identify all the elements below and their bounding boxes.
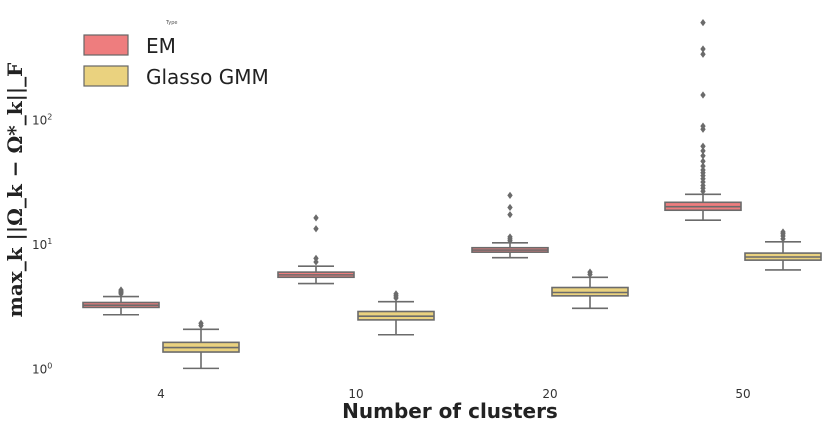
box-em-4	[82, 286, 160, 316]
box-em-50	[664, 19, 742, 222]
outlier-point	[700, 147, 706, 155]
outlier-point	[700, 142, 706, 150]
x-axis-label: Number of clusters	[342, 399, 558, 423]
y-tick-label-0: 100	[32, 361, 52, 376]
box-glasso-gmm-10	[357, 290, 435, 336]
outlier-point	[700, 91, 706, 99]
y-tick-label-1: 101	[32, 237, 52, 252]
outlier-point	[700, 162, 706, 170]
legend-label-em: EM	[146, 34, 176, 58]
outlier-point	[700, 45, 706, 53]
x-tick-label-4: 4	[157, 387, 165, 401]
outlier-point	[587, 268, 593, 276]
outlier-point	[507, 233, 513, 241]
plot-area	[82, 19, 822, 370]
x-tick-label-50: 50	[735, 387, 750, 401]
outlier-point	[780, 228, 786, 236]
outlier-point	[313, 214, 319, 222]
legend: Type EM Glasso GMM	[83, 20, 269, 89]
box-glasso-gmm-4	[162, 319, 240, 370]
outlier-point	[507, 191, 513, 199]
box-glasso-gmm-50	[744, 228, 822, 271]
legend-swatch-glasso-gmm	[83, 65, 129, 87]
legend-title: Type	[165, 20, 177, 26]
outlier-point	[507, 211, 513, 219]
outlier-point	[313, 225, 319, 233]
x-axis-ticks: 4 10 20 50	[157, 387, 750, 401]
box-em-20	[471, 191, 549, 259]
outlier-point	[507, 203, 513, 212]
box-glasso-gmm-20	[551, 268, 629, 310]
outlier-point	[700, 166, 706, 174]
outlier-point	[700, 19, 706, 27]
outlier-point	[198, 319, 204, 327]
outlier-point	[700, 122, 706, 130]
x-tick-label-10: 10	[348, 387, 363, 401]
legend-label-glasso-gmm: Glasso GMM	[146, 65, 269, 89]
outlier-point	[118, 286, 124, 294]
outlier-point	[393, 290, 399, 298]
outlier-point	[313, 254, 319, 262]
legend-swatch-em	[83, 34, 129, 56]
x-tick-label-20: 20	[542, 387, 557, 401]
outlier-point	[700, 157, 706, 165]
y-axis-ticks: 100 101 102	[32, 112, 52, 376]
outlier-point	[700, 152, 706, 160]
box-em-10	[277, 214, 355, 285]
outlier-point	[700, 50, 706, 58]
y-tick-label-2: 102	[32, 112, 52, 127]
iqr-box	[551, 286, 629, 297]
y-axis-label: max_k ||Ω_k − Ω*_k||_F	[3, 63, 27, 318]
